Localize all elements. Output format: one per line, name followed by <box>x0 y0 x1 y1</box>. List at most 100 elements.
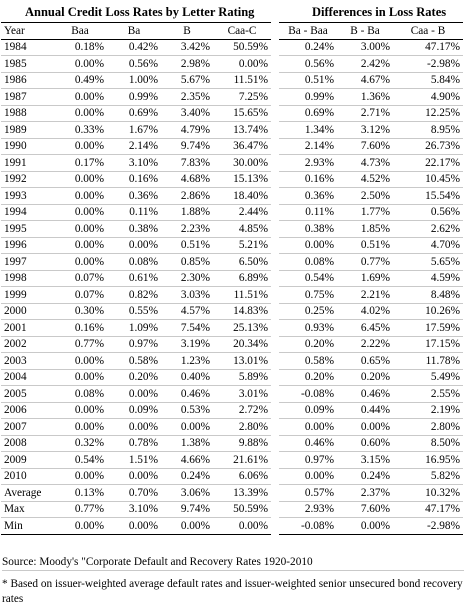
cell-caa-minus-b: 0.56% <box>393 204 463 221</box>
cell-b: 5.67% <box>161 72 213 89</box>
table-row: 2007 0.00% 0.00% 0.00% 2.80% 0.00% 0.00% 2.80% <box>1 418 463 436</box>
cell-caa-minus-b: 16.95% <box>393 451 463 469</box>
cell-b-minus-ba: 3.15% <box>337 451 393 469</box>
cell-ba: 1.00% <box>107 72 161 89</box>
cell-baa: 0.16% <box>53 319 107 337</box>
cell-b-minus-ba: 0.00% <box>337 418 393 436</box>
cell-b: 2.35% <box>161 88 213 106</box>
cell-b-minus-ba: 0.77% <box>337 253 393 271</box>
cell-b: 4.57% <box>161 303 213 320</box>
cell-baa: 0.00% <box>53 237 107 254</box>
cell-caa-minus-b: 2.80% <box>393 418 463 436</box>
cell-ba-minus-baa: 0.46% <box>279 435 337 452</box>
cell-ba: 0.97% <box>107 336 161 353</box>
cell-ba-minus-baa: -0.08% <box>279 517 337 535</box>
row-label: 2005 <box>1 385 53 403</box>
cell-ba: 0.00% <box>107 385 161 403</box>
cell-baa: 0.77% <box>53 501 107 518</box>
cell-ba: 0.00% <box>107 517 161 535</box>
cell-ba: 0.99% <box>107 88 161 106</box>
column-gap <box>271 452 279 469</box>
row-label: 1994 <box>1 204 53 221</box>
cell-b-minus-ba: 2.37% <box>337 484 393 502</box>
cell-b-minus-ba: 0.20% <box>337 369 393 386</box>
cell-caa-c: 20.34% <box>213 336 271 353</box>
cell-b: 0.40% <box>161 369 213 386</box>
cell-caa-minus-b: 10.45% <box>393 171 463 188</box>
table-row: 2000 0.30% 0.55% 4.57% 14.83% 0.25% 4.02% 10.26… <box>1 303 463 320</box>
row-label: 1987 <box>1 88 53 106</box>
cell-caa-c: 11.51% <box>213 286 271 304</box>
table-row: 2008 0.32% 0.78% 1.38% 9.88% 0.46% 0.60% 8.50% <box>1 435 463 452</box>
column-gap <box>271 171 279 188</box>
cell-ba: 0.11% <box>107 204 161 221</box>
cell-caa-c: 30.00% <box>213 154 271 172</box>
cell-caa-minus-b: 11.78% <box>393 352 463 370</box>
cell-baa: 0.00% <box>53 253 107 271</box>
table-row: 2003 0.00% 0.58% 1.23% 13.01% 0.58% 0.65% 11.78… <box>1 352 463 370</box>
cell-b: 2.23% <box>161 220 213 238</box>
cell-ba: 0.42% <box>107 39 161 56</box>
table-row: 1986 0.49% 1.00% 5.67% 11.51% 0.51% 4.67% 5.84% <box>1 72 463 89</box>
cell-ba-minus-baa: 0.11% <box>279 204 337 221</box>
cell-b: 0.24% <box>161 468 213 485</box>
table-row: 2010 0.00% 0.00% 0.24% 6.06% 0.00% 0.24% 5.82% <box>1 468 463 485</box>
row-label: 2000 <box>1 303 53 320</box>
cell-ba-minus-baa: 0.00% <box>279 468 337 485</box>
cell-caa-minus-b: 2.55% <box>393 385 463 403</box>
table-row: 1993 0.00% 0.36% 2.86% 18.40% 0.36% 2.50% 15.54… <box>1 187 463 205</box>
table-titles: Annual Credit Loss Rates by Letter Ratin… <box>1 0 463 22</box>
table-body: 1984 0.18% 0.42% 3.42% 50.59% 0.24% 3.00% 47.17… <box>1 39 463 485</box>
cell-ba-minus-baa: 0.20% <box>279 336 337 353</box>
cell-ba-minus-baa: 0.75% <box>279 286 337 304</box>
cell-ba: 3.10% <box>107 501 161 518</box>
cell-b-minus-ba: 4.67% <box>337 72 393 89</box>
cell-b-minus-ba: 4.73% <box>337 154 393 172</box>
header-ba: Ba <box>107 22 161 40</box>
cell-caa-c: 0.00% <box>213 55 271 73</box>
cell-caa-minus-b: 4.70% <box>393 237 463 254</box>
cell-caa-minus-b: 10.32% <box>393 484 463 502</box>
row-label: 2008 <box>1 435 53 452</box>
table-row: 2005 0.08% 0.00% 0.46% 3.01% -0.08% 0.46% 2.55% <box>1 385 463 403</box>
cell-ba: 0.09% <box>107 402 161 419</box>
table-row: 2001 0.16% 1.09% 7.54% 25.13% 0.93% 6.45% 17.59… <box>1 319 463 337</box>
cell-caa-minus-b: 5.65% <box>393 253 463 271</box>
column-gap <box>271 353 279 370</box>
cell-ba-minus-baa: 0.08% <box>279 253 337 271</box>
cell-ba-minus-baa: 0.38% <box>279 220 337 238</box>
cell-b-minus-ba: 1.77% <box>337 204 393 221</box>
cell-b: 3.03% <box>161 286 213 304</box>
column-gap <box>271 386 279 403</box>
cell-b-minus-ba: 4.02% <box>337 303 393 320</box>
cell-caa-minus-b: 15.54% <box>393 187 463 205</box>
cell-b: 2.98% <box>161 55 213 73</box>
left-table-title: Annual Credit Loss Rates by Letter Ratin… <box>25 5 255 19</box>
table-row: 1996 0.00% 0.00% 0.51% 5.21% 0.00% 0.51% 4.70% <box>1 237 463 254</box>
cell-baa: 0.18% <box>53 39 107 56</box>
table-row: 2004 0.00% 0.20% 0.40% 5.89% 0.20% 0.20% 5.49% <box>1 369 463 386</box>
cell-baa: 0.00% <box>53 105 107 122</box>
column-gap <box>271 402 279 419</box>
table-row: 1989 0.33% 1.67% 4.79% 13.74% 1.34% 3.12% 8.95% <box>1 121 463 139</box>
cell-b-minus-ba: 7.60% <box>337 501 393 518</box>
cell-caa-minus-b: 12.25% <box>393 105 463 122</box>
cell-baa: 0.00% <box>53 352 107 370</box>
cell-ba: 0.56% <box>107 55 161 73</box>
table-row: 1987 0.00% 0.99% 2.35% 7.25% 0.99% 1.36% 4.90% <box>1 88 463 106</box>
column-gap <box>271 303 279 320</box>
table-row: 1994 0.00% 0.11% 1.88% 2.44% 0.11% 1.77% 0.56% <box>1 204 463 221</box>
cell-ba-minus-baa: 0.57% <box>279 484 337 502</box>
table-row: 1997 0.00% 0.08% 0.85% 6.50% 0.08% 0.77% 5.65% <box>1 253 463 271</box>
cell-caa-c: 7.25% <box>213 88 271 106</box>
cell-b: 0.46% <box>161 385 213 403</box>
cell-b-minus-ba: 0.65% <box>337 352 393 370</box>
header-baa: Baa <box>53 22 107 40</box>
cell-baa: 0.17% <box>53 154 107 172</box>
cell-caa-c: 13.39% <box>213 484 271 502</box>
cell-baa: 0.00% <box>53 517 107 535</box>
cell-ba-minus-baa: -0.08% <box>279 385 337 403</box>
cell-baa: 0.33% <box>53 121 107 139</box>
cell-ba: 0.70% <box>107 484 161 502</box>
cell-baa: 0.00% <box>53 220 107 238</box>
